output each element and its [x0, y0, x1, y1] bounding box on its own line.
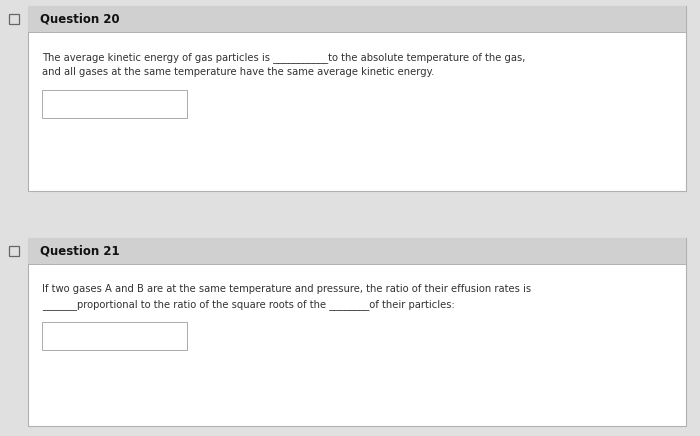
Text: The average kinetic energy of gas particles is ___________to the absolute temper: The average kinetic energy of gas partic… [42, 52, 526, 63]
Text: and all gases at the same temperature have the same average kinetic energy.: and all gases at the same temperature ha… [42, 67, 435, 77]
Text: If two gases A and B are at the same temperature and pressure, the ratio of thei: If two gases A and B are at the same tem… [42, 284, 531, 294]
Bar [9, 14, 19, 24]
Text: _______proportional to the ratio of the square roots of the ________of their par: _______proportional to the ratio of the … [42, 299, 455, 310]
Bar [42, 322, 187, 350]
Bar [28, 238, 686, 264]
Bar [28, 6, 686, 32]
Text: Question 20: Question 20 [40, 13, 120, 25]
Bar [9, 246, 19, 256]
Text: Question 21: Question 21 [40, 245, 120, 258]
Bar [28, 238, 686, 426]
Bar [28, 6, 686, 191]
Bar [42, 90, 187, 118]
